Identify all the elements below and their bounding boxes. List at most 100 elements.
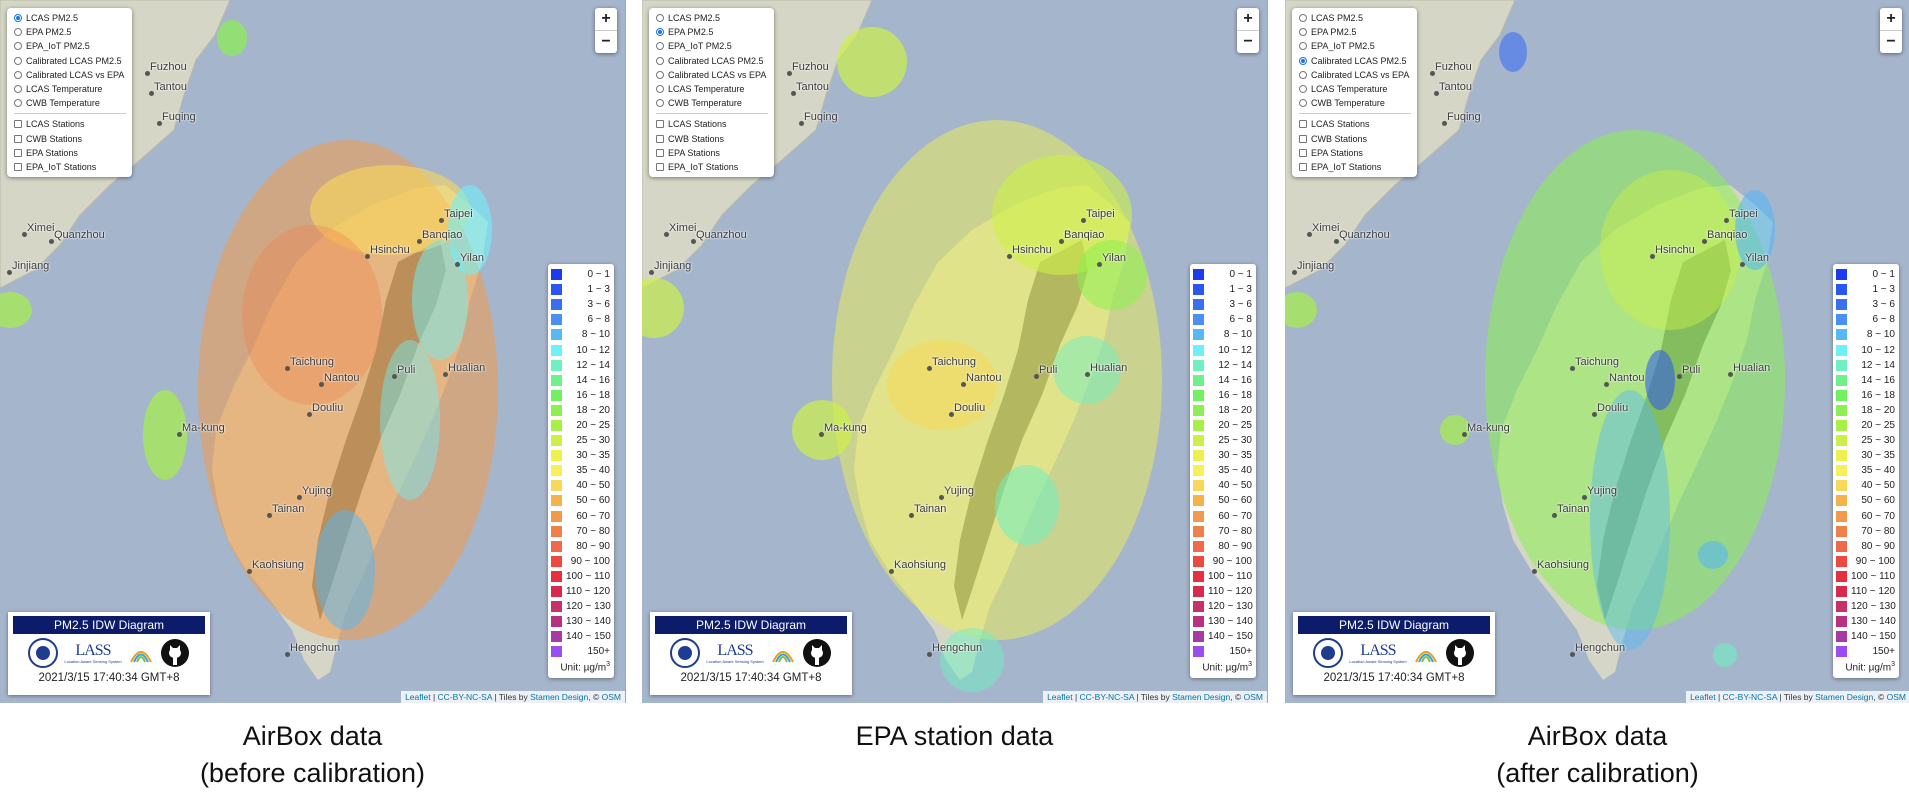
layer-radio[interactable] [1299,14,1307,23]
license-link[interactable]: CC-BY-NC-SA [1722,692,1778,702]
map-panel-epa[interactable]: Fuzhou Tantou Fuqing Ximei Quanzhou Jinjiang T… [642,0,1268,703]
layer-option-row[interactable]: EPA PM2.5 [14,25,126,39]
zoom-out-button[interactable]: − [1886,33,1896,50]
layer-radio[interactable] [1299,42,1307,51]
lass-logo[interactable]: LASS Location Aware Sensing System [1349,642,1406,664]
osm-link[interactable]: OSM [1886,692,1906,702]
lass-logo[interactable]: LASS Location Aware Sensing System [706,642,763,664]
zoom-control[interactable]: + − [595,8,617,53]
layer-option-row[interactable]: LCAS Temperature [656,82,768,96]
layer-radio[interactable] [1299,70,1307,79]
license-link[interactable]: CC-BY-NC-SA [1079,692,1135,702]
layer-option-row[interactable]: LCAS PM2.5 [1299,11,1411,25]
station-checkbox[interactable] [14,120,22,129]
station-option-row[interactable]: CWB Stations [14,132,126,146]
github-icon[interactable] [160,638,190,668]
layer-option-row[interactable]: Calibrated LCAS PM2.5 [656,54,768,68]
station-option-row[interactable]: EPA Stations [1299,146,1411,160]
layer-option-row[interactable]: Calibrated LCAS PM2.5 [1299,54,1411,68]
stamen-link[interactable]: Stamen Design [1815,692,1874,702]
layer-radio[interactable] [656,42,664,51]
station-checkbox[interactable] [656,134,664,143]
layer-option-row[interactable]: EPA PM2.5 [656,25,768,39]
layer-option-row[interactable]: Calibrated LCAS vs EPA [656,68,768,82]
station-checkbox[interactable] [1299,120,1307,129]
academia-seal-icon[interactable] [1313,638,1344,668]
station-option-row[interactable]: EPA Stations [656,146,768,160]
layer-option-row[interactable]: LCAS Temperature [14,82,126,96]
layer-control[interactable]: LCAS PM2.5 EPA PM2.5 EPA_IoT PM2.5 Calibrat… [649,8,774,178]
zoom-out-button[interactable]: − [601,33,611,50]
leaflet-link[interactable]: Leaflet [405,692,431,702]
station-checkbox[interactable] [14,148,22,157]
layer-radio[interactable] [1299,28,1307,37]
layer-option-row[interactable]: EPA_IoT PM2.5 [14,39,126,53]
layer-radio[interactable] [656,85,664,94]
academia-seal-icon[interactable] [28,638,59,668]
station-option-row[interactable]: LCAS Stations [1299,117,1411,131]
layer-radio[interactable] [14,85,22,94]
station-option-row[interactable]: CWB Stations [656,132,768,146]
stamen-link[interactable]: Stamen Design [1172,692,1231,702]
station-checkbox[interactable] [1299,162,1307,171]
zoom-control[interactable]: + − [1237,8,1259,53]
layer-option-row[interactable]: CWB Temperature [1299,96,1411,110]
layer-radio[interactable] [14,70,22,79]
station-checkbox[interactable] [14,134,22,143]
layer-radio[interactable] [656,28,664,37]
station-option-row[interactable]: LCAS Stations [656,117,768,131]
github-icon[interactable] [1445,638,1475,668]
layer-control[interactable]: LCAS PM2.5 EPA PM2.5 EPA_IoT PM2.5 Calibrat… [7,8,132,178]
layer-radio[interactable] [14,28,22,37]
station-checkbox[interactable] [656,120,664,129]
layer-option-row[interactable]: EPA PM2.5 [1299,25,1411,39]
layer-radio[interactable] [1299,56,1307,65]
layer-control[interactable]: LCAS PM2.5 EPA PM2.5 EPA_IoT PM2.5 Calibrat… [1292,8,1417,178]
layer-radio[interactable] [14,99,22,108]
leaflet-link[interactable]: Leaflet [1047,692,1073,702]
layer-radio[interactable] [14,14,22,23]
github-icon[interactable] [802,638,832,668]
layer-radio[interactable] [656,99,664,108]
station-option-row[interactable]: EPA Stations [14,146,126,160]
academia-seal-icon[interactable] [670,638,701,668]
layer-option-row[interactable]: LCAS PM2.5 [656,11,768,25]
layer-option-row[interactable]: Calibrated LCAS vs EPA [14,68,126,82]
map-canvas[interactable] [0,0,625,703]
layer-radio[interactable] [14,42,22,51]
osm-link[interactable]: OSM [1243,692,1263,702]
zoom-control[interactable]: + − [1880,8,1902,53]
station-option-row[interactable]: EPA_IoT Stations [656,160,768,174]
station-checkbox[interactable] [1299,148,1307,157]
layer-radio[interactable] [1299,85,1307,94]
layer-radio[interactable] [656,14,664,23]
layer-radio[interactable] [14,56,22,65]
leaflet-link[interactable]: Leaflet [1690,692,1716,702]
zoom-in-button[interactable]: + [1237,8,1259,31]
layer-option-row[interactable]: Calibrated LCAS PM2.5 [14,54,126,68]
zoom-in-button[interactable]: + [1880,8,1902,31]
layer-radio[interactable] [656,70,664,79]
station-checkbox[interactable] [656,162,664,171]
stamen-link[interactable]: Stamen Design [530,692,589,702]
lass-logo[interactable]: LASS Location Aware Sensing System [64,642,121,664]
station-checkbox[interactable] [656,148,664,157]
zoom-in-button[interactable]: + [595,8,617,31]
layer-option-row[interactable]: LCAS Temperature [1299,82,1411,96]
layer-option-row[interactable]: EPA_IoT PM2.5 [1299,39,1411,53]
layer-radio[interactable] [656,56,664,65]
map-panel-before-calibration[interactable]: Fuzhou Tantou Fuqing Ximei Quanzhou Jinjiang T… [0,0,626,703]
station-checkbox[interactable] [14,162,22,171]
station-option-row[interactable]: EPA_IoT Stations [14,160,126,174]
station-option-row[interactable]: LCAS Stations [14,117,126,131]
layer-option-row[interactable]: CWB Temperature [14,96,126,110]
layer-option-row[interactable]: LCAS PM2.5 [14,11,126,25]
map-panel-after-calibration[interactable]: Fuzhou Tantou Fuqing Ximei Quanzhou Jinjiang T… [1285,0,1909,703]
layer-option-row[interactable]: CWB Temperature [656,96,768,110]
layer-option-row[interactable]: EPA_IoT PM2.5 [656,39,768,53]
osm-link[interactable]: OSM [601,692,621,702]
station-option-row[interactable]: CWB Stations [1299,132,1411,146]
layer-radio[interactable] [1299,99,1307,108]
license-link[interactable]: CC-BY-NC-SA [437,692,493,702]
layer-option-row[interactable]: Calibrated LCAS vs EPA [1299,68,1411,82]
